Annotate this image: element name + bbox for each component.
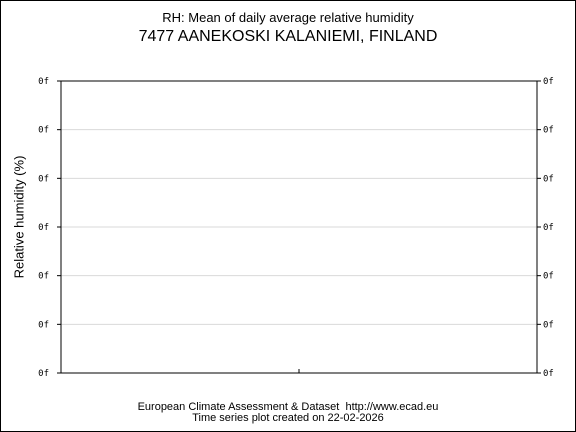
y-tick-label-left: 0f	[38, 272, 49, 282]
chart-subtitle: 7477 AANEKOSKI KALANIEMI, FINLAND	[138, 28, 438, 45]
y-tick-label-right: 0f	[543, 272, 554, 282]
y-tick-label-left: 0f	[38, 320, 49, 330]
chart-title: RH: Mean of daily average relative humid…	[162, 10, 414, 25]
y-tick-label-left: 0f	[38, 174, 49, 184]
y-tick-label-right: 0f	[543, 320, 554, 330]
y-tick-label-left: 0f	[38, 126, 49, 136]
footer-source: European Climate Assessment & Dataset ht…	[137, 401, 439, 413]
y-tick-label-right: 0f	[543, 174, 554, 184]
y-tick-label-left: 0f	[38, 223, 49, 233]
y-tick-label-left: 0f	[38, 77, 49, 87]
footer-created: Time series plot created on 22-02-2026	[192, 412, 384, 424]
y-tick-label-right: 0f	[543, 77, 554, 87]
y-tick-label-right: 0f	[543, 369, 554, 379]
y-tick-label-right: 0f	[543, 126, 554, 136]
y-tick-label-left: 0f	[38, 369, 49, 379]
y-tick-label-right: 0f	[543, 223, 554, 233]
